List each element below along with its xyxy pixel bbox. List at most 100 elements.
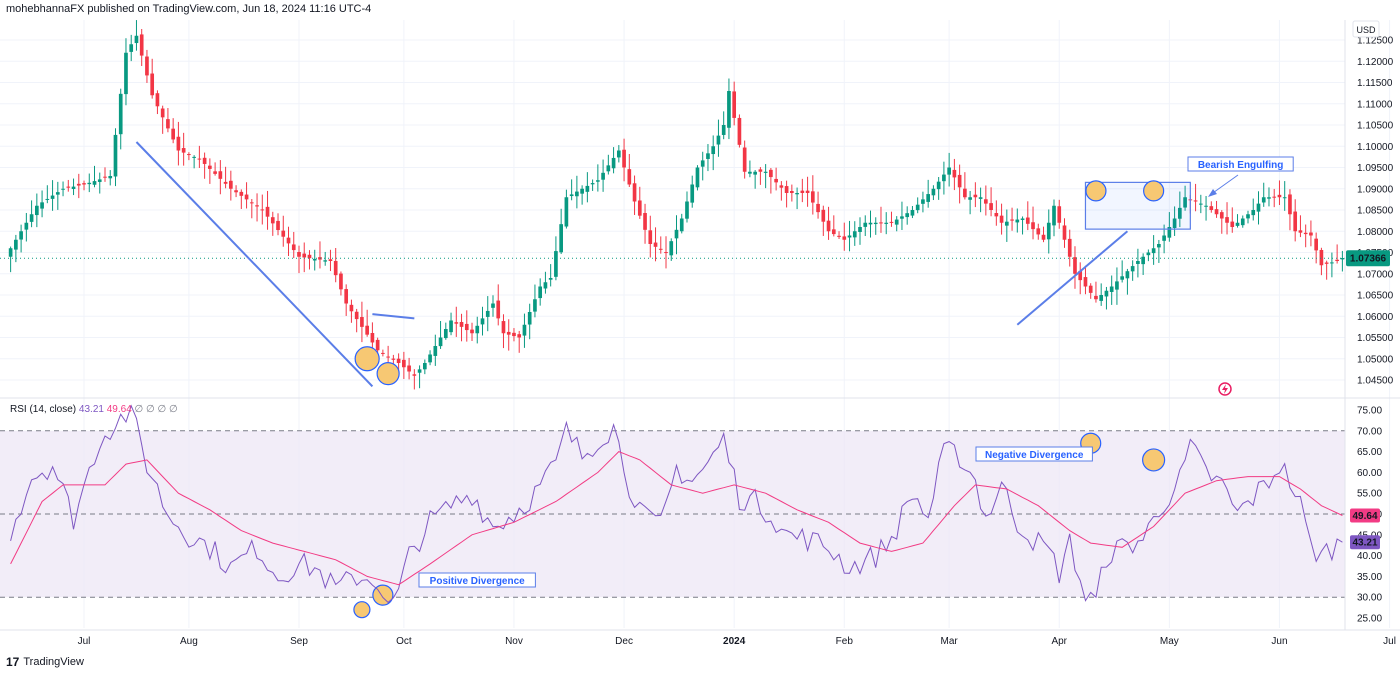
rsi-legend-value: 43.21 [79, 404, 107, 415]
candle-body [994, 213, 999, 217]
rsi-tick-label: 25.00 [1357, 614, 1382, 625]
candle-body [1178, 207, 1182, 219]
candle-body [643, 212, 647, 230]
candle-body [255, 205, 259, 207]
candle-body [858, 227, 862, 232]
candle-body [35, 205, 39, 216]
candle-body [1041, 234, 1046, 240]
positive-divergence-label-box [418, 572, 536, 588]
candle-body [470, 329, 474, 334]
candle-body [517, 334, 522, 338]
candle-body [480, 318, 485, 325]
candle-body [674, 229, 679, 239]
candle-body [166, 119, 170, 129]
rsi-legend-extras: ∅ ∅ ∅ ∅ [135, 404, 178, 415]
candle-body [978, 197, 983, 199]
candle-body [1256, 203, 1261, 212]
candle-body [365, 325, 369, 335]
candle-body [1235, 222, 1240, 226]
candle-body [71, 186, 76, 189]
candle-body [485, 310, 490, 317]
candle-body [103, 176, 107, 178]
candle-body [1146, 252, 1151, 256]
candle-body [763, 171, 768, 173]
candle-body [19, 231, 23, 240]
candle-body [1314, 238, 1318, 251]
candle-body [527, 312, 532, 325]
tradingview-logo-icon: 17 [6, 655, 20, 669]
candle-body [1136, 261, 1140, 264]
candle-body [606, 165, 611, 172]
candle-body [847, 235, 852, 238]
candle-body [559, 224, 563, 253]
bearish-engulfing-label-box [1187, 156, 1294, 172]
candle-body [968, 197, 972, 200]
candle-body [1172, 218, 1177, 228]
candle-body [1067, 238, 1072, 257]
divergence-marker [376, 362, 400, 386]
candle-body [1240, 218, 1245, 226]
candle-body [1204, 205, 1208, 207]
candle-body [1219, 212, 1224, 219]
candle-body [1319, 249, 1324, 266]
time-tick-label: Apr [1051, 636, 1067, 647]
candle-body [40, 202, 44, 209]
candle-body [947, 167, 951, 175]
candle-body [92, 181, 97, 185]
candle-body [464, 323, 469, 331]
candle-body [679, 218, 684, 232]
candle-body [1251, 210, 1256, 216]
candle-body [868, 222, 873, 225]
candle-body [1277, 194, 1282, 198]
rsi-legend-title: RSI (14, close) [10, 404, 79, 415]
candle-body [150, 73, 155, 96]
candle-body [1288, 194, 1292, 215]
candle-body [1125, 271, 1130, 279]
price-tick-label: 1.04500 [1357, 376, 1394, 387]
price-tick-label: 1.12000 [1357, 57, 1394, 68]
candle-body [66, 186, 71, 188]
candle-body [1209, 206, 1214, 210]
candle-body [601, 172, 605, 180]
time-tick-label: Mar [941, 636, 959, 647]
candle-body [422, 363, 427, 370]
candle-body [795, 193, 799, 195]
candle-body [905, 213, 910, 218]
uptrend-line [1016, 230, 1129, 326]
candle-body [800, 190, 805, 193]
candle-body [297, 251, 301, 257]
candle-body [999, 215, 1004, 223]
candle-body [569, 194, 574, 197]
candle-body [239, 191, 244, 196]
candle-body [291, 244, 296, 251]
price-tick-label: 1.08500 [1357, 206, 1394, 217]
candle-body [774, 178, 778, 183]
candle-body [1151, 248, 1156, 254]
candle-body [407, 365, 411, 372]
candle-body [1062, 225, 1067, 240]
candle-body [333, 260, 338, 276]
candle-body [653, 242, 658, 247]
candle-body [375, 339, 380, 351]
candle-body [648, 230, 653, 244]
candle-body [690, 184, 695, 203]
price-tick-label: 1.11500 [1357, 78, 1393, 89]
candle-body [1335, 259, 1339, 261]
time-tick-label: May [1160, 636, 1179, 647]
footer-brand: TradingView [23, 656, 84, 668]
candle-body [344, 289, 349, 304]
candle-body [234, 190, 238, 193]
candle-body [218, 171, 223, 179]
candle-body [454, 322, 459, 324]
candle-body [926, 194, 931, 202]
candle-body [863, 222, 868, 227]
price-tick-label: 1.07000 [1357, 269, 1394, 280]
candle-body [611, 157, 616, 169]
price-tick-label: 1.05000 [1357, 354, 1394, 365]
candle-body [433, 346, 438, 356]
candle-body [1109, 286, 1114, 292]
candle-body [307, 254, 312, 259]
bearish-engulfing-label: Bearish Engulfing [1198, 160, 1284, 171]
candle-body [249, 202, 254, 204]
